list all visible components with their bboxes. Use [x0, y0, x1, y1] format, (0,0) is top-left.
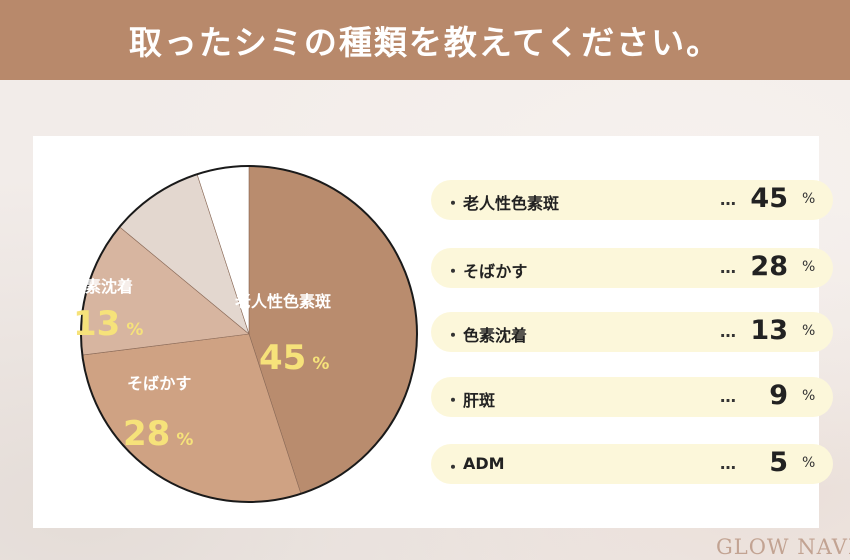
legend-label: 老人性色素斑: [463, 194, 560, 213]
legend-row: ・ 色素沈着 … 13 %: [431, 312, 833, 352]
legend-label: 肝斑: [463, 391, 496, 410]
legend-dots: …: [720, 454, 736, 473]
legend-row: ・ そばかす … 28 %: [431, 248, 833, 288]
legend-unit: %: [802, 388, 816, 404]
pie-outline: [80, 165, 418, 503]
slice-label-1: そばかす: [127, 374, 192, 393]
legend-unit: %: [802, 323, 816, 339]
legend-dots: …: [720, 322, 736, 341]
legend-value: 9: [769, 380, 788, 411]
slice-value-1: 28%: [123, 414, 194, 454]
legend-bullet: ・: [445, 262, 462, 281]
legend-bullet: ・: [445, 194, 462, 213]
brand-logo: GLOW NAVI: [716, 535, 850, 559]
legend-label: ADM: [463, 454, 505, 473]
slice-label-2: 色素沈着: [69, 277, 134, 296]
legend-value: 5: [769, 447, 788, 478]
legend-value: 13: [750, 315, 788, 346]
page-title: 取ったシミの種類を教えてください。: [128, 23, 722, 62]
legend-dots: …: [720, 387, 736, 406]
slice-label-0: 老人性色素斑: [235, 292, 332, 311]
slice-value-2: 13%: [73, 304, 144, 344]
legend-dots: …: [720, 258, 736, 277]
legend-row: ・ 肝斑 … 9 %: [431, 377, 833, 417]
legend-label: そばかす: [463, 262, 528, 281]
legend-value: 45: [750, 183, 788, 214]
legend-bullet: ・: [445, 458, 462, 477]
legend-row: ・ 老人性色素斑 … 45 %: [431, 180, 833, 220]
legend-unit: %: [802, 191, 816, 207]
header-banner: 取ったシミの種類を教えてください。: [0, 0, 850, 80]
legend-bullet: ・: [445, 391, 462, 410]
legend-dots: …: [720, 190, 736, 209]
legend-unit: %: [802, 455, 816, 471]
pie-chart: [80, 165, 418, 503]
legend-unit: %: [802, 259, 816, 275]
legend-bullet: ・: [445, 326, 462, 345]
legend-label: 色素沈着: [463, 326, 528, 345]
legend-row: ・ ADM … 5 %: [431, 444, 833, 484]
chart-card: 老人性色素斑 45% そばかす 28% 色素沈着 13% ・ 老人性色素斑 … …: [33, 136, 833, 528]
legend-value: 28: [750, 251, 788, 282]
slice-value-0: 45%: [259, 338, 330, 378]
